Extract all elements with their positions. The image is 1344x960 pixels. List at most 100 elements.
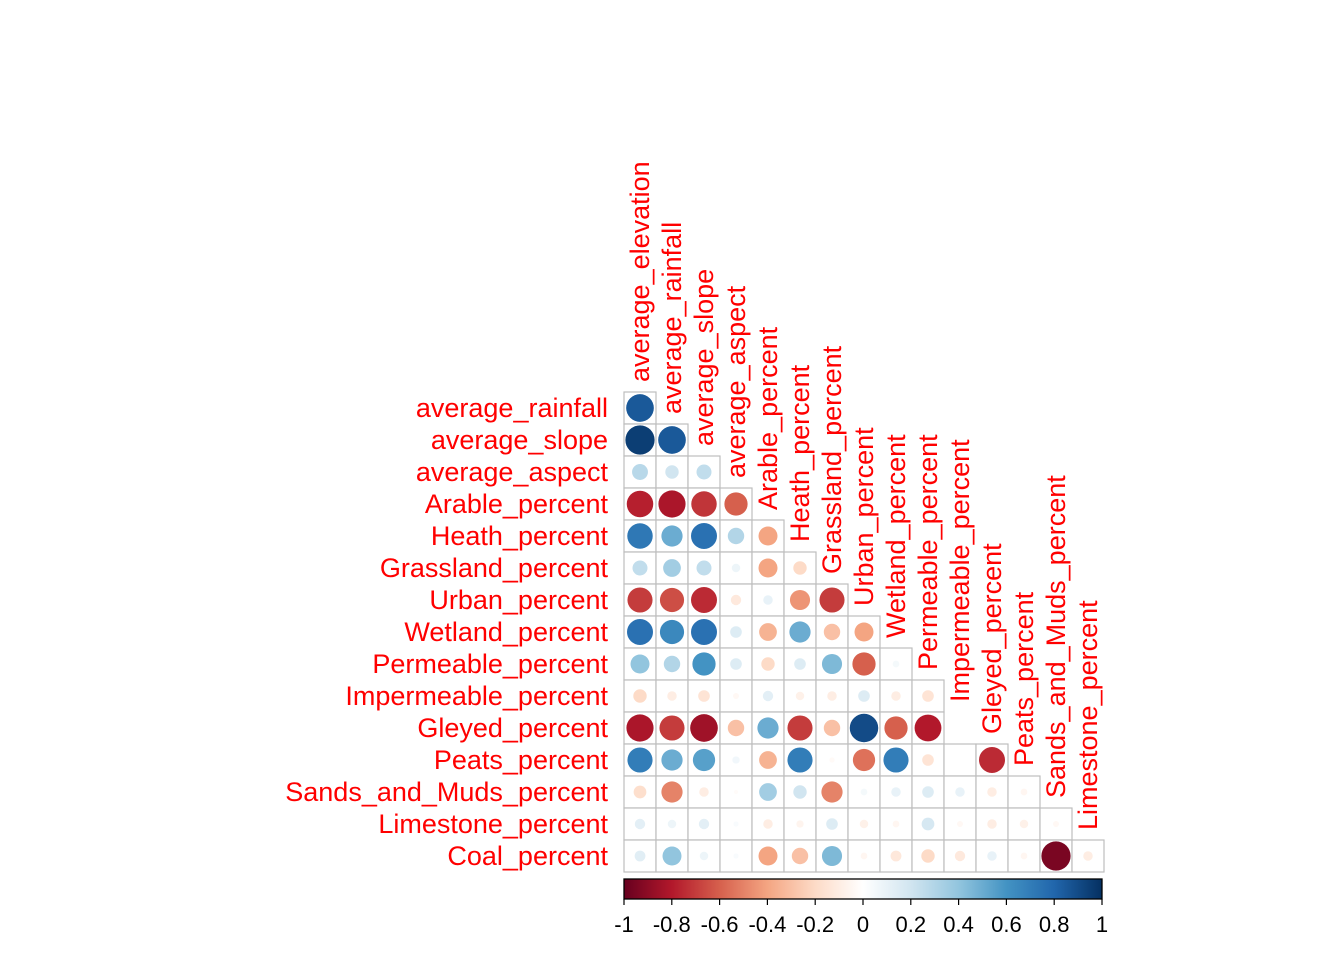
correlation-circle: [793, 785, 807, 799]
correlation-circle: [787, 715, 813, 741]
correlation-circle: [922, 690, 934, 702]
correlation-circle: [658, 490, 686, 518]
row-label: Gleyed_percent: [417, 713, 608, 743]
correlation-circle: [692, 652, 716, 676]
column-label: Peats_percent: [1009, 591, 1039, 766]
correlation-circle: [957, 821, 963, 827]
column-label: Gleyed_percent: [977, 543, 1007, 734]
correlation-circle: [763, 819, 773, 829]
correlation-circle: [699, 851, 709, 861]
correlation-circle: [860, 788, 868, 796]
column-label: average_elevation: [625, 161, 655, 382]
correlation-circle: [699, 787, 709, 797]
correlation-circle: [698, 818, 710, 830]
correlation-circle: [884, 716, 908, 740]
correlation-circle: [922, 754, 934, 766]
correlation-circle: [859, 819, 869, 829]
correlation-circle: [892, 820, 900, 828]
correlation-circle: [849, 713, 879, 743]
correlation-circle: [626, 490, 654, 518]
row-label: Limestone_percent: [378, 809, 608, 839]
correlation-circle: [954, 850, 966, 862]
correlation-circle: [858, 690, 870, 702]
correlation-circle: [793, 561, 807, 575]
correlation-circle: [1020, 852, 1028, 860]
color-legend-tick-label: -0.8: [653, 912, 691, 937]
correlation-circle: [658, 426, 686, 454]
color-legend-tick-label: 0.4: [943, 912, 974, 937]
correlation-circle: [691, 523, 717, 549]
correlation-circle: [696, 464, 712, 480]
correlation-circle: [979, 747, 1005, 773]
correlation-circle: [727, 527, 745, 545]
correlation-circle: [883, 747, 909, 773]
correlation-circle: [696, 560, 712, 576]
correlation-circle: [1083, 851, 1093, 861]
column-labels: average_elevation average_rainfall average…: [625, 161, 1103, 830]
correlation-circle: [691, 619, 717, 645]
correlation-circle: [663, 559, 681, 577]
column-label: Impermeable_percent: [945, 439, 975, 702]
correlation-circle: [891, 787, 901, 797]
correlation-circle: [659, 619, 685, 645]
row-labels: average_rainfallaverage_slopeaverage_asp…: [285, 393, 608, 871]
correlation-circle: [829, 757, 835, 763]
correlation-circle: [891, 691, 901, 701]
color-legend-tick-label: 0.6: [991, 912, 1022, 937]
row-label: Wetland_percent: [404, 617, 608, 647]
column-label: Limestone_percent: [1073, 600, 1103, 830]
correlation-circle: [827, 691, 837, 701]
color-legend-bar: [623, 878, 1103, 900]
correlation-circle: [659, 587, 685, 613]
correlation-circle: [892, 660, 900, 668]
row-label: Grassland_percent: [380, 553, 609, 583]
correlation-circle: [634, 818, 646, 830]
row-label: Urban_percent: [429, 585, 608, 615]
correlation-circle: [724, 492, 748, 516]
correlation-circle: [794, 658, 806, 670]
correlation-circle: [663, 655, 681, 673]
correlation-circle: [626, 394, 654, 422]
correlation-circle: [627, 523, 653, 549]
column-label: Heath_percent: [785, 364, 815, 542]
correlation-circle: [762, 690, 774, 702]
color-legend-tick-label: -0.4: [748, 912, 786, 937]
row-label: Peats_percent: [434, 745, 609, 775]
correlation-circle: [823, 719, 841, 737]
correlation-circle: [1041, 841, 1071, 871]
correlation-circle: [795, 691, 805, 701]
correlation-circles: [625, 394, 1093, 871]
correlation-circle: [1019, 819, 1029, 829]
correlation-circle: [733, 821, 739, 827]
correlation-circle: [730, 594, 742, 606]
correlation-circle: [890, 850, 902, 862]
correlation-circle: [789, 621, 811, 643]
color-legend-tick-label: 0: [857, 912, 869, 937]
correlation-circle: [667, 819, 677, 829]
correlation-circle: [634, 850, 646, 862]
correlation-circle: [732, 756, 740, 764]
column-label: average_slope: [689, 269, 719, 446]
column-label: Wetland_percent: [881, 434, 911, 638]
row-label: Impermeable_percent: [345, 681, 608, 711]
column-label: Arable_percent: [753, 326, 783, 510]
correlation-circle: [759, 623, 777, 641]
correlation-circle: [763, 595, 773, 605]
correlation-circle: [733, 693, 739, 699]
row-label: average_aspect: [416, 457, 609, 487]
correlation-circle: [791, 847, 809, 865]
color-legend-ticks: -1 -0.8 -0.6 -0.4 -0.2 0 0.2 0.4 0.6 0.8 1: [614, 899, 1108, 937]
correlation-circle: [758, 558, 778, 578]
color-legend-tick-label: -1: [614, 912, 634, 937]
matrix-cell: [719, 519, 753, 553]
correlation-circle: [761, 657, 775, 671]
correlation-circle: [758, 526, 778, 546]
column-label: Permeable_percent: [913, 434, 943, 670]
correlation-circle: [823, 623, 841, 641]
correlation-circle: [759, 783, 777, 801]
correlation-circle: [852, 748, 876, 772]
correlation-circle: [922, 786, 934, 798]
color-legend-tick-label: 0.8: [1039, 912, 1070, 937]
column-label: average_rainfall: [657, 222, 687, 414]
